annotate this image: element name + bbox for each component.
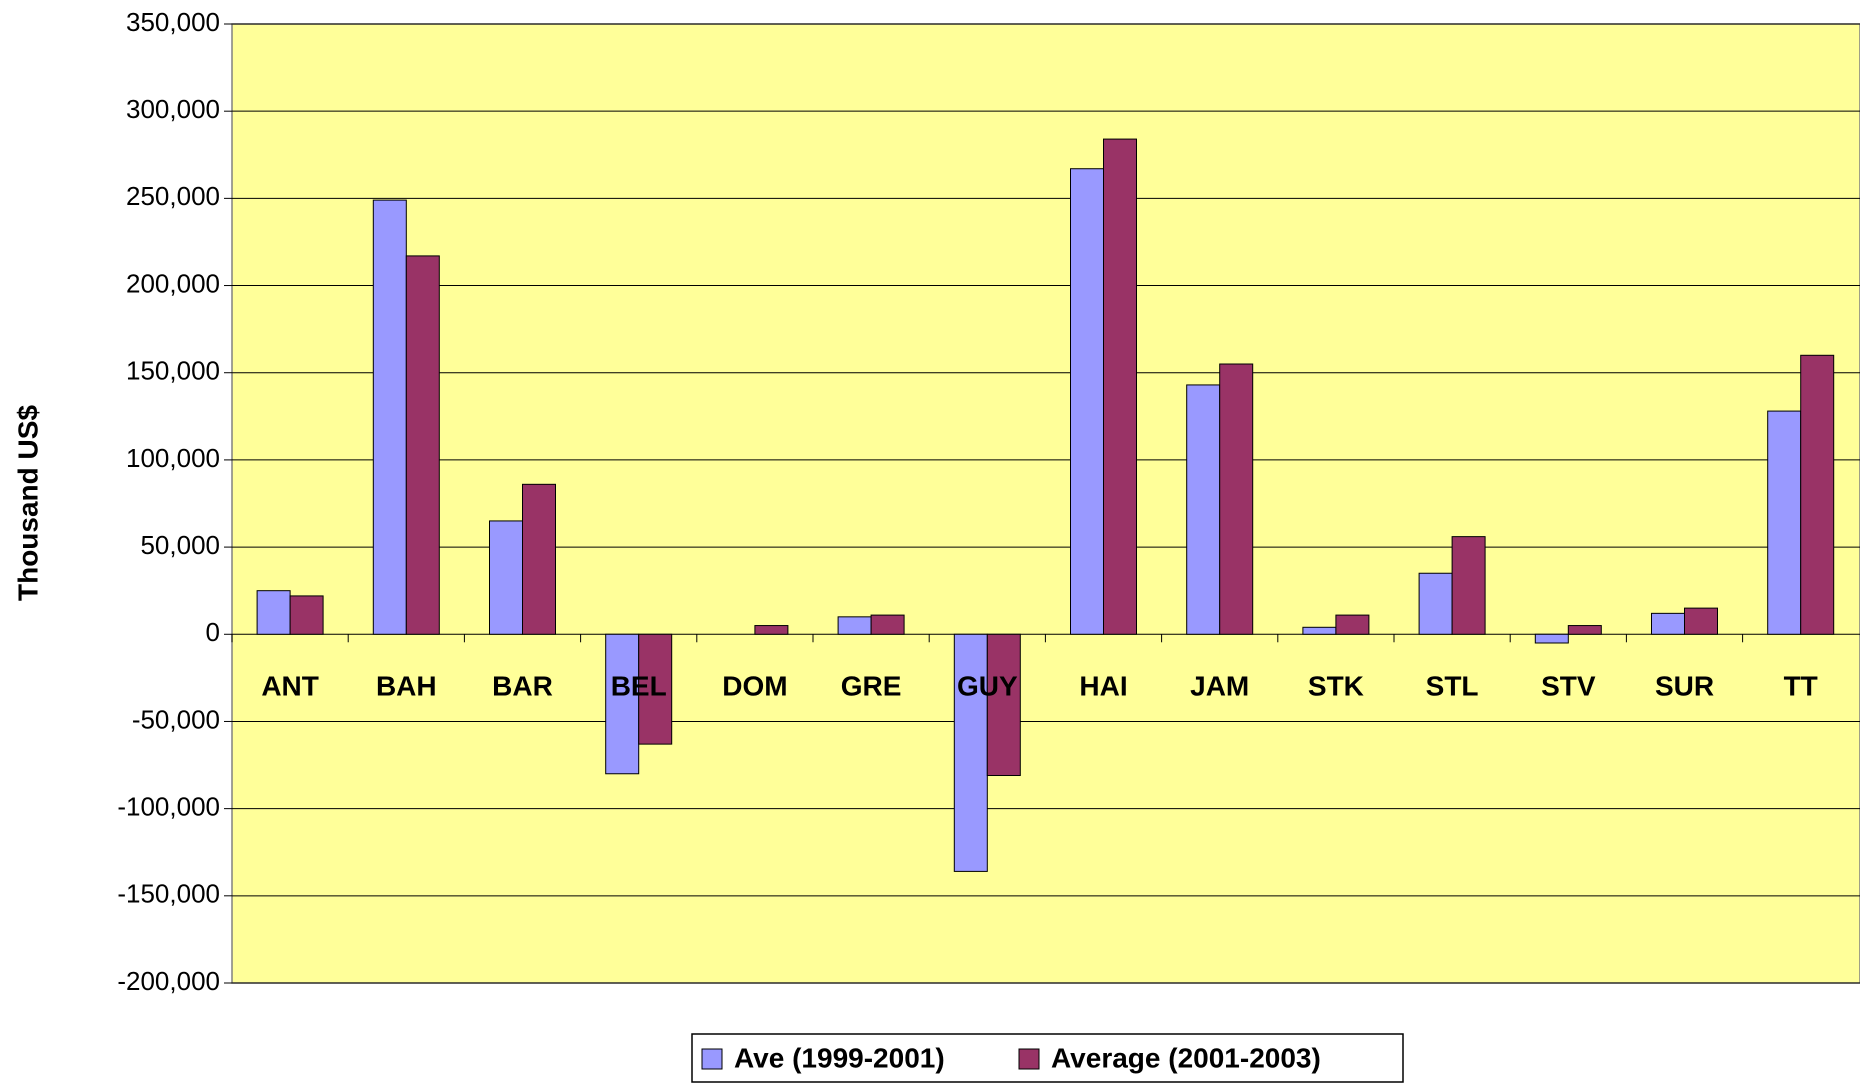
- bar: [1451, 536, 1486, 635]
- bar: [1684, 607, 1718, 635]
- x-tick-label: GUY: [957, 670, 1018, 701]
- y-tick-label: 300,000: [126, 94, 220, 124]
- x-tick-label: ANT: [261, 670, 319, 701]
- y-tick-label: -200,000: [117, 966, 220, 996]
- bar: [1302, 626, 1337, 635]
- legend: [691, 1033, 1404, 1083]
- bar: [1103, 138, 1137, 635]
- y-tick-label: 250,000: [126, 181, 220, 211]
- y-tick-label: 150,000: [126, 356, 220, 386]
- bar: [1767, 410, 1802, 635]
- y-axis-label: Thousand US$: [12, 405, 43, 601]
- bar: [1070, 168, 1104, 635]
- x-tick-label: STK: [1308, 670, 1364, 701]
- x-tick-label: BAH: [376, 670, 437, 701]
- bar: [870, 614, 905, 635]
- x-tick-label: BEL: [611, 670, 667, 701]
- legend-swatch: [701, 1048, 723, 1070]
- x-tick-label: GRE: [841, 670, 902, 701]
- x-tick-label: SUR: [1655, 670, 1714, 701]
- y-tick-label: -100,000: [117, 792, 220, 822]
- legend-label: Average (2001-2003): [1051, 1042, 1321, 1073]
- bar: [1418, 572, 1453, 635]
- y-tick-label: 200,000: [126, 268, 220, 298]
- bar: [754, 625, 789, 635]
- bar: [1335, 614, 1370, 635]
- bar: [605, 633, 640, 775]
- bar: [986, 633, 1021, 777]
- x-tick-label: DOM: [722, 670, 787, 701]
- bar: [1186, 384, 1221, 635]
- y-tick-label: 350,000: [126, 7, 220, 37]
- legend-label: Ave (1999-2001): [734, 1042, 945, 1073]
- x-tick-label: HAI: [1079, 670, 1127, 701]
- bar: [638, 633, 673, 745]
- bar: [1651, 612, 1685, 635]
- x-tick-label: JAM: [1190, 670, 1249, 701]
- bar: [522, 483, 556, 635]
- y-tick-label: 100,000: [126, 443, 220, 473]
- bar: [1219, 363, 1254, 635]
- bar: [289, 595, 324, 635]
- x-tick-label: BAR: [492, 670, 553, 701]
- x-tick-label: STL: [1426, 670, 1479, 701]
- x-tick-label: STV: [1541, 670, 1596, 701]
- bar: [1567, 625, 1602, 635]
- legend-swatch: [1018, 1048, 1040, 1070]
- y-tick-label: 50,000: [140, 530, 220, 560]
- bar: [405, 255, 440, 635]
- y-tick-label: -150,000: [117, 879, 220, 909]
- y-tick-label: -50,000: [132, 704, 220, 734]
- bar: [372, 199, 407, 635]
- bar: [837, 616, 872, 635]
- plot-area: [231, 23, 1860, 984]
- bar: [256, 590, 291, 635]
- bar: [489, 520, 523, 635]
- x-tick-label: TT: [1784, 670, 1818, 701]
- bar: [1800, 354, 1835, 635]
- y-tick-label: 0: [206, 617, 220, 647]
- bar: [1534, 633, 1569, 644]
